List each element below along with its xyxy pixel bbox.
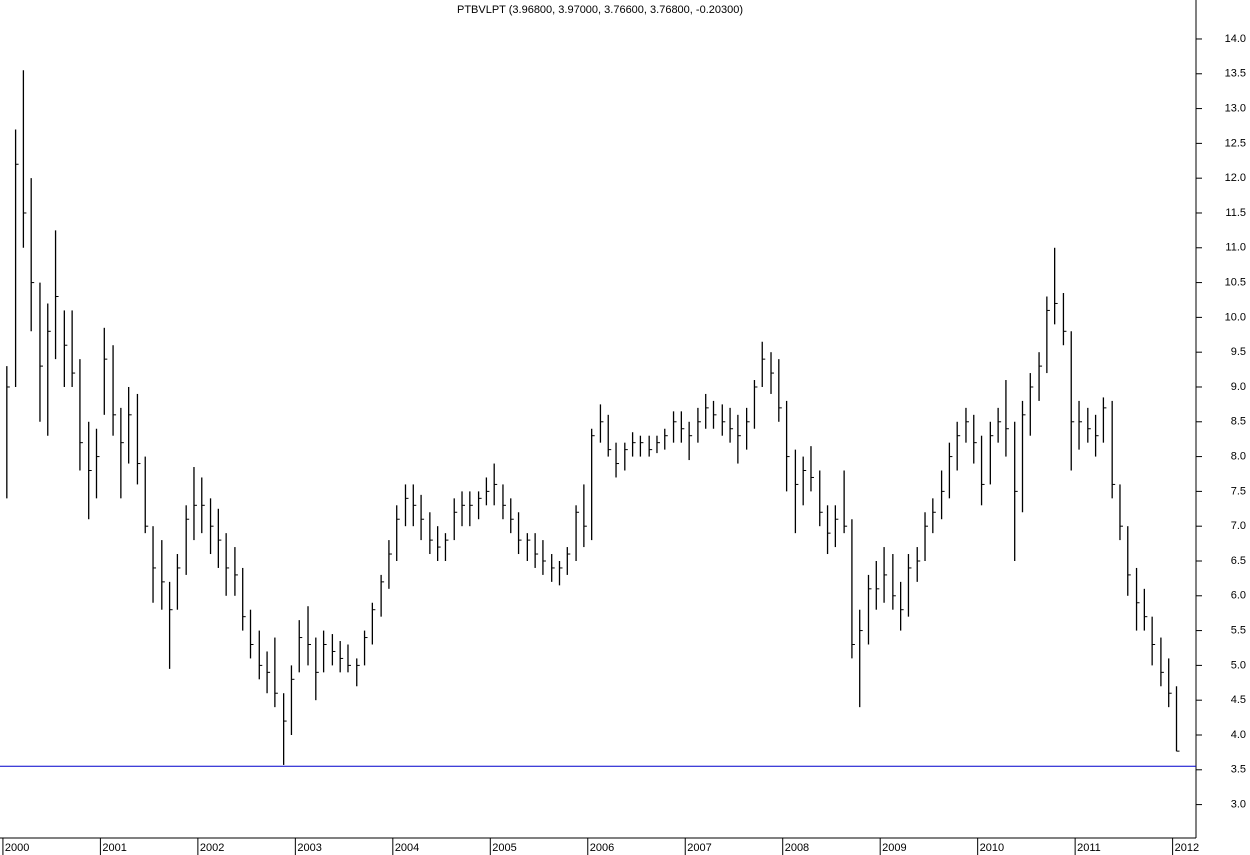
y-tick-label: 8.0 (1231, 450, 1246, 462)
x-tick-label: 2006 (590, 842, 614, 854)
x-tick-label: 2000 (5, 842, 29, 854)
x-tick-label: 2011 (1077, 842, 1101, 854)
x-tick-label: 2007 (687, 842, 711, 854)
y-tick-label: 14.0 (1225, 33, 1246, 45)
y-tick-label: 6.0 (1231, 590, 1246, 602)
y-tick-label: 10.5 (1225, 276, 1246, 288)
y-tick-label: 3.0 (1231, 798, 1246, 810)
y-tick-label: 12.5 (1225, 137, 1246, 149)
x-tick-label: 2008 (785, 842, 809, 854)
y-tick-label: 9.5 (1231, 346, 1246, 358)
y-tick-label: 13.5 (1225, 68, 1246, 80)
y-tick-label: 6.5 (1231, 555, 1246, 567)
y-tick-label: 7.0 (1231, 520, 1246, 532)
y-tick-label: 5.0 (1231, 659, 1246, 671)
y-tick-label: 11.0 (1225, 242, 1246, 254)
x-tick-label: 2004 (395, 842, 419, 854)
y-tick-label: 3.5 (1231, 764, 1246, 776)
x-tick-label: 2005 (492, 842, 516, 854)
y-tick-label: 5.5 (1231, 624, 1246, 636)
y-tick-label: 12.0 (1225, 172, 1246, 184)
y-tick-label: 9.0 (1231, 381, 1246, 393)
y-tick-label: 11.5 (1225, 207, 1246, 219)
x-tick-label: 2009 (882, 842, 906, 854)
y-tick-label: 8.5 (1231, 416, 1246, 428)
x-tick-label: 2002 (200, 842, 224, 854)
y-tick-label: 10.0 (1225, 311, 1246, 323)
x-tick-label: 2010 (980, 842, 1004, 854)
x-tick-label: 2001 (102, 842, 126, 854)
y-tick-label: 13.0 (1225, 102, 1246, 114)
chart-title: PTBVLPT (3.96800, 3.97000, 3.76600, 3.76… (457, 4, 743, 16)
x-tick-label: 2003 (297, 842, 321, 854)
y-tick-label: 4.5 (1231, 694, 1246, 706)
y-tick-label: 7.5 (1231, 485, 1246, 497)
x-tick-label: 2012 (1175, 842, 1199, 854)
y-tick-label: 4.0 (1231, 729, 1246, 741)
